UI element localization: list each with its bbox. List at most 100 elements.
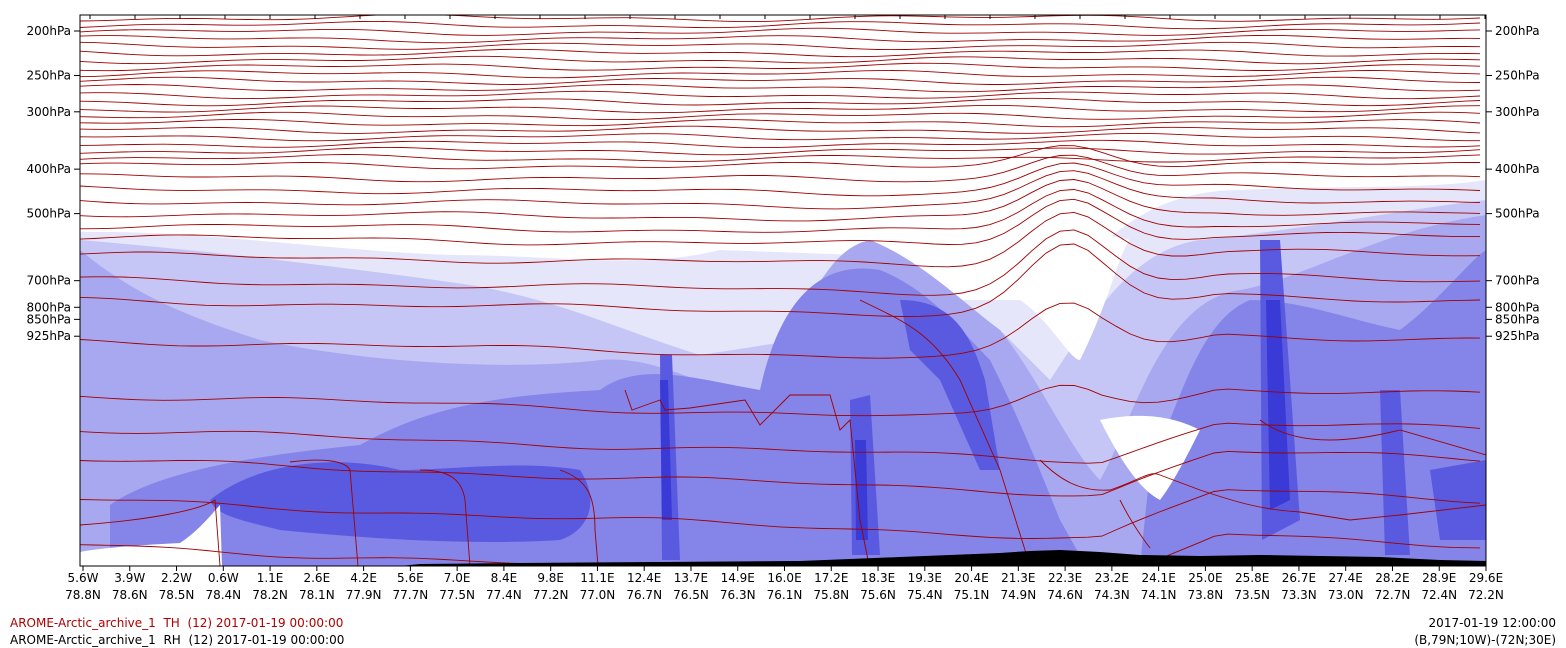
y-tick-label-left: 200hPa xyxy=(26,24,71,38)
x-tick-label-lon: 9.8E xyxy=(537,571,564,585)
y-tick-label-left: 500hPa xyxy=(26,207,71,221)
x-tick-label-lon: 23.2E xyxy=(1095,571,1129,585)
x-axis: 5.6W 78.8N 3.9W 78.6N 2.2W 78.5N 0.6W 78.4N 1.1E… xyxy=(65,15,1504,602)
x-tick-label-lat: 72.4N xyxy=(1421,588,1457,602)
x-tick-label-lat: 74.6N xyxy=(1047,588,1083,602)
x-tick-label-lon: 28.9E xyxy=(1422,571,1456,585)
x-tick-label-lon: 0.6W xyxy=(208,571,239,585)
x-tick-label-lat: 75.6N xyxy=(860,588,896,602)
x-tick-label-lon: 20.4E xyxy=(954,571,988,585)
x-tick-label-lat: 76.7N xyxy=(626,588,662,602)
x-tick-label-lat: 72.2N xyxy=(1468,588,1504,602)
legend-rh-model: AROME-Arctic_archive_1 xyxy=(10,633,156,647)
y-axis-right: 200hPa 250hPa 300hPa 400hPa 500hPa 700hPa 800h… xyxy=(1486,24,1540,343)
x-tick-label-lon: 21.3E xyxy=(1001,571,1035,585)
x-tick-label-lat: 75.4N xyxy=(907,588,943,602)
x-tick-label-lat: 76.1N xyxy=(767,588,803,602)
x-tick-label-lat: 72.7N xyxy=(1375,588,1411,602)
y-tick-label-left: 300hPa xyxy=(26,105,71,119)
y-tick-label-right: 400hPa xyxy=(1495,162,1540,176)
x-tick-label-lon: 2.2W xyxy=(161,571,192,585)
y-tick-label-right: 925hPa xyxy=(1495,329,1540,343)
x-tick-label-lon: 18.3E xyxy=(861,571,895,585)
theta-contours xyxy=(80,15,1486,566)
y-tick-label-right: 800hPa xyxy=(1495,300,1540,314)
x-tick-label-lat: 77.7N xyxy=(393,588,429,602)
y-tick-label-left: 925hPa xyxy=(26,329,71,343)
y-tick-label-right: 300hPa xyxy=(1495,105,1540,119)
x-tick-label-lon: 27.4E xyxy=(1329,571,1363,585)
x-tick-label-lat: 73.3N xyxy=(1281,588,1317,602)
x-tick-label-lat: 73.5N xyxy=(1234,588,1270,602)
y-tick-label-left: 250hPa xyxy=(26,68,71,82)
x-tick-label-lat: 78.1N xyxy=(299,588,335,602)
section-endpoints: (B,79N;10W)-(72N;30E) xyxy=(1414,633,1556,647)
x-tick-label-lon: 4.2E xyxy=(350,571,377,585)
x-tick-label-lon: 24.1E xyxy=(1141,571,1175,585)
legend-th: AROME-Arctic_archive_1 TH (12) 2017-01-1… xyxy=(10,616,343,630)
x-tick-label-lat: 78.8N xyxy=(65,588,101,602)
x-tick-label-lon: 13.7E xyxy=(674,571,708,585)
y-tick-label-left: 850hPa xyxy=(26,312,71,326)
legend-th-model: AROME-Arctic_archive_1 xyxy=(10,616,156,630)
x-tick-label-lon: 8.4E xyxy=(491,571,518,585)
y-tick-label-left: 800hPa xyxy=(26,300,71,314)
y-tick-label-left: 400hPa xyxy=(26,162,71,176)
y-tick-label-right: 250hPa xyxy=(1495,68,1540,82)
legend-rh-param: RH xyxy=(163,633,181,647)
x-tick-label-lon: 5.6W xyxy=(68,571,99,585)
x-tick-label-lon: 29.6E xyxy=(1469,571,1503,585)
x-tick-label-lat: 77.4N xyxy=(486,588,522,602)
x-tick-label-lon: 16.0E xyxy=(767,571,801,585)
x-tick-label-lon: 14.9E xyxy=(721,571,755,585)
legend-rh-run: (12) xyxy=(188,633,214,647)
x-tick-label-lat: 74.3N xyxy=(1094,588,1130,602)
legend-rh-time: 2017-01-19 00:00:00 xyxy=(216,633,345,647)
x-tick-label-lon: 5.6E xyxy=(397,571,424,585)
terrain-silhouette xyxy=(400,550,1486,566)
x-tick-label-lon: 17.2E xyxy=(814,571,848,585)
x-tick-label-lon: 26.7E xyxy=(1282,571,1316,585)
x-tick-label-lat: 76.5N xyxy=(673,588,709,602)
x-tick-label-lat: 76.3N xyxy=(720,588,756,602)
legend-th-param: TH xyxy=(163,616,180,630)
legend-rh: AROME-Arctic_archive_1 RH (12) 2017-01-1… xyxy=(10,633,344,647)
x-tick-label-lat: 75.8N xyxy=(813,588,849,602)
x-tick-label-lon: 19.3E xyxy=(908,571,942,585)
legend-th-run: (12) xyxy=(187,616,213,630)
x-tick-label-lon: 25.8E xyxy=(1235,571,1269,585)
y-tick-label-right: 200hPa xyxy=(1495,24,1540,38)
y-tick-label-left: 700hPa xyxy=(26,274,71,288)
x-tick-label-lat: 78.6N xyxy=(112,588,148,602)
x-tick-label-lat: 74.1N xyxy=(1141,588,1177,602)
x-tick-label-lon: 25.0E xyxy=(1188,571,1222,585)
x-tick-label-lat: 73.8N xyxy=(1188,588,1224,602)
plot-frame xyxy=(79,14,1487,567)
x-tick-label-lat: 73.0N xyxy=(1328,588,1364,602)
x-tick-label-lat: 78.2N xyxy=(252,588,288,602)
x-tick-label-lat: 75.1N xyxy=(954,588,990,602)
x-tick-label-lat: 78.4N xyxy=(205,588,241,602)
x-tick-label-lon: 1.1E xyxy=(257,571,284,585)
x-tick-label-lat: 77.5N xyxy=(439,588,475,602)
x-tick-label-lat: 77.9N xyxy=(346,588,382,602)
x-tick-label-lon: 28.2E xyxy=(1375,571,1409,585)
rh-filled-contours xyxy=(80,180,1486,566)
x-tick-label-lon: 2.6E xyxy=(303,571,330,585)
y-axis-left: 200hPa 250hPa 300hPa 400hPa 500hPa 700hPa 800h… xyxy=(26,24,80,343)
y-tick-label-right: 850hPa xyxy=(1495,312,1540,326)
x-tick-label-lon: 22.3E xyxy=(1048,571,1082,585)
x-tick-label-lon: 7.0E xyxy=(444,571,471,585)
y-tick-label-right: 500hPa xyxy=(1495,207,1540,221)
x-tick-label-lon: 12.4E xyxy=(627,571,661,585)
x-tick-label-lat: 74.9N xyxy=(1000,588,1036,602)
valid-time: 2017-01-19 12:00:00 xyxy=(1428,616,1556,630)
x-tick-label-lat: 77.2N xyxy=(533,588,569,602)
x-tick-label-lat: 77.0N xyxy=(580,588,616,602)
x-tick-label-lon: 3.9W xyxy=(114,571,145,585)
x-tick-label-lat: 78.5N xyxy=(159,588,195,602)
x-tick-label-lon: 11.1E xyxy=(580,571,614,585)
y-tick-label-right: 700hPa xyxy=(1495,274,1540,288)
legend-th-time: 2017-01-19 00:00:00 xyxy=(215,616,344,630)
